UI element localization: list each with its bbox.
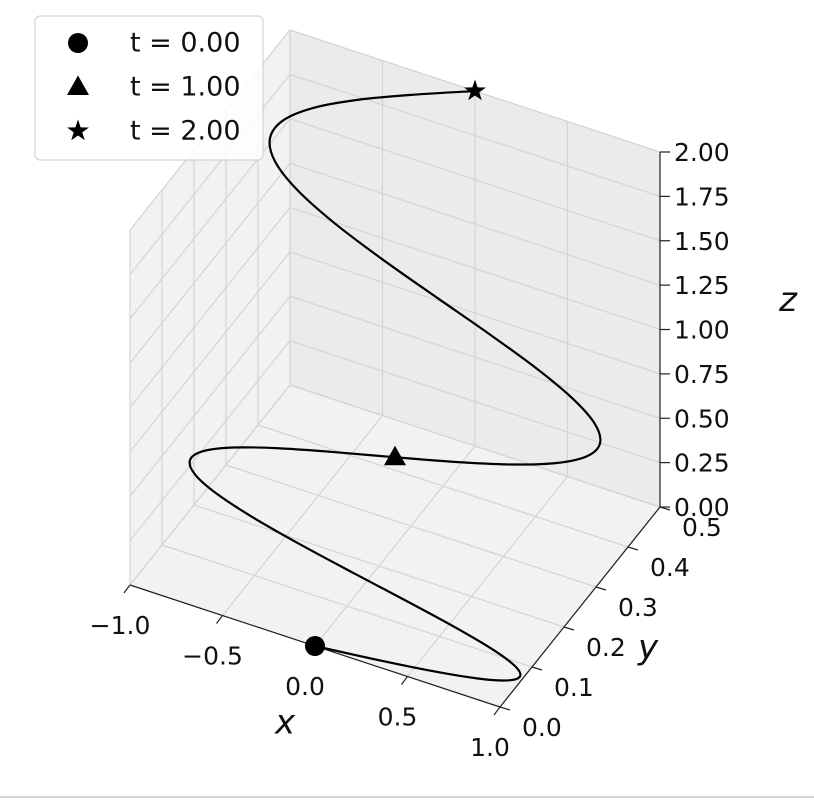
y-tick-label: 0.3 — [618, 593, 658, 622]
point-marker — [464, 79, 486, 101]
z-tick-label: 0.50 — [674, 404, 730, 433]
grid-line — [289, 251, 661, 375]
tick-mark — [493, 706, 501, 716]
grid-line — [161, 544, 533, 668]
legend-marker — [67, 119, 89, 141]
x-tick-label: 0.0 — [285, 672, 325, 701]
grid-line — [129, 251, 291, 453]
y-tick-label: 0.2 — [586, 633, 626, 662]
z-tick-label: 1.75 — [674, 182, 730, 211]
axis-line — [499, 506, 661, 708]
point-marker — [305, 636, 325, 656]
legend-label: t = 0.00 — [130, 28, 241, 59]
z-tick-label: 0.00 — [674, 493, 730, 522]
grid-line — [289, 162, 661, 286]
x-tick-label: −1.0 — [90, 611, 151, 640]
grid-line — [289, 295, 661, 419]
legend-box — [34, 15, 264, 161]
z-tick-label: 2.00 — [674, 138, 730, 167]
legend-marker — [68, 33, 88, 53]
z-tick-label: 1.00 — [674, 316, 730, 345]
legend: t = 0.00 t = 1.00 t = 2.00 — [34, 15, 264, 161]
grid-line — [289, 73, 661, 197]
point-marker — [384, 445, 406, 466]
tick-mark — [499, 706, 511, 711]
grid-line — [129, 340, 291, 541]
grid-line — [289, 206, 661, 331]
legend-label: t = 2.00 — [130, 116, 241, 147]
y-axis-label: y — [637, 628, 659, 668]
grid-line — [314, 445, 476, 647]
y-tick-label: 0.0 — [522, 713, 562, 742]
legend-label: t = 1.00 — [130, 72, 241, 103]
grid-line — [129, 295, 291, 497]
grid-line — [129, 162, 291, 364]
grid-line — [129, 207, 291, 408]
grid-line — [289, 118, 661, 242]
tick-mark — [216, 615, 223, 624]
y-tick-label: 0.4 — [650, 553, 690, 582]
z-tick-label: 0.25 — [674, 449, 730, 478]
legend-marker — [67, 75, 89, 95]
x-axis-label: x — [274, 703, 296, 743]
x-tick-label: −0.5 — [182, 642, 243, 671]
tick-mark — [123, 584, 131, 594]
x-tick-label: 1.0 — [470, 733, 510, 762]
grid-line — [257, 424, 629, 548]
z-tick-label: 1.25 — [674, 271, 730, 300]
z-tick-label: 0.75 — [674, 360, 730, 389]
tick-mark — [563, 626, 575, 631]
grid-line — [289, 384, 661, 508]
y-tick-label: 0.5 — [682, 513, 722, 542]
grid-line — [407, 476, 568, 677]
z-axis-label: z — [778, 280, 798, 320]
y-tick-label: 0.1 — [554, 673, 594, 702]
tick-mark — [627, 546, 639, 551]
grid-line — [193, 504, 565, 628]
grid-line — [129, 384, 291, 586]
grid-line — [225, 464, 597, 588]
grid-line — [289, 340, 661, 464]
x-tick-label: 0.5 — [378, 703, 418, 732]
tick-mark — [401, 676, 408, 685]
tick-mark — [531, 666, 543, 671]
grid-line — [222, 415, 383, 616]
tick-mark — [595, 586, 607, 591]
z-tick-label: 1.50 — [674, 227, 730, 256]
